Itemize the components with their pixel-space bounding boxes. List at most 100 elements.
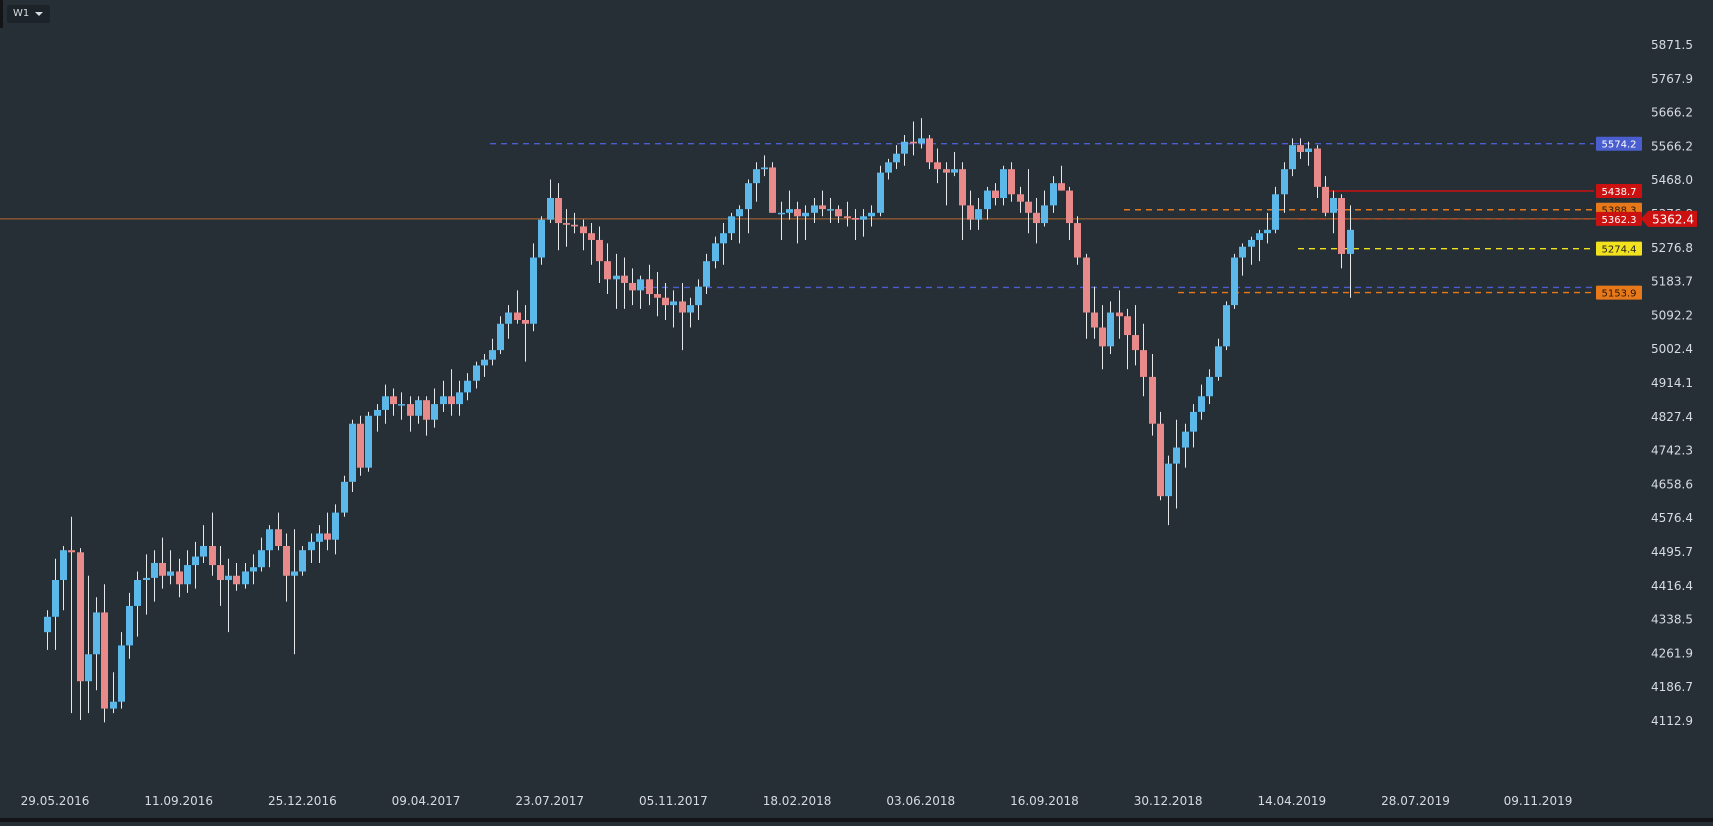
candle-body [200,546,207,557]
candle-body [646,279,653,295]
candle-body [1289,145,1296,170]
candle-body [604,261,611,280]
candle [332,504,339,555]
candle [250,554,257,585]
candle [85,575,92,714]
y-axis-tick-label: 4416.4 [1651,579,1693,593]
candle-body [695,286,702,306]
candle [77,548,84,721]
candle [1297,138,1304,159]
price-level-tag[interactable]: 5153.9 [1596,285,1642,300]
candle-body [101,612,108,709]
candle-body [1050,183,1057,206]
candle-body [530,257,537,324]
candle [440,380,447,412]
x-axis-tick-label: 11.09.2016 [144,794,213,808]
candle [118,632,125,709]
candle [283,533,290,602]
candle-body [868,212,875,217]
candle [1289,138,1296,177]
candle-body [844,216,851,218]
candle [1272,186,1279,234]
candle-body [712,243,719,262]
candle [1008,162,1015,202]
candle-body [901,141,908,154]
candle [233,562,240,591]
chevron-down-icon [35,12,44,16]
candle-body [1149,376,1156,424]
y-axis-tick-label: 4495.7 [1651,545,1693,559]
y-axis[interactable]: 5871.55767.95666.25566.25468.05376.85276… [1651,38,1693,728]
candle-body [398,404,405,406]
candle [547,179,554,224]
price-level-tag[interactable]: 5274.4 [1596,241,1642,256]
candle [192,541,199,589]
x-axis[interactable]: 29.05.2016 11.09.2016 25.12.2016 09.04.2017… [21,794,1573,808]
candle [217,546,224,606]
candle [134,571,141,637]
candle-body [778,212,785,215]
candle-body [1281,169,1288,195]
candle [1107,301,1114,354]
candle-body [1025,201,1032,213]
svg-text:5274.4: 5274.4 [1602,245,1637,256]
timeframe-selector[interactable]: W1 [7,5,51,23]
candle-body [959,169,966,206]
candle [110,672,117,714]
candle [802,205,809,240]
candle [695,279,702,320]
y-axis-tick-label: 5566.2 [1651,139,1693,153]
candle-body [93,612,100,655]
candle [893,145,900,170]
candle-body [852,217,859,220]
candle [1314,145,1321,198]
candle-body [1165,463,1172,497]
candle [1281,162,1288,213]
price-level-tag[interactable]: 5438.7 [1596,184,1642,199]
x-axis-tick-label: 09.04.2017 [392,794,461,808]
candle-body [1314,148,1321,187]
candle [1322,176,1329,217]
x-axis-tick-label: 25.12.2016 [268,794,337,808]
svg-text:5388.3: 5388.3 [1602,206,1637,217]
candle-body [1116,312,1123,317]
candle [1264,212,1271,244]
candle-body [374,409,381,416]
y-axis-tick-label: 4742.3 [1651,444,1693,458]
candle-body [1322,186,1329,213]
candle [934,148,941,184]
candle-body [1124,316,1131,336]
x-axis-tick-label: 16.09.2018 [1010,794,1079,808]
candle [827,197,834,224]
candle-body [975,209,982,220]
candle-body [1066,190,1073,224]
candle [1198,384,1205,420]
candle-body [126,605,133,646]
candle [877,165,884,217]
candle [101,584,108,723]
candle [514,290,521,324]
candle [52,558,59,650]
candle-body [951,169,958,173]
candle [662,282,669,320]
x-axis-tick-label: 29.05.2016 [21,794,90,808]
candle [473,361,480,389]
candle-body [415,400,422,416]
price-levels [0,142,1640,294]
candle-body [299,550,306,572]
candle [778,201,785,240]
price-level-tag[interactable]: 5362.3 [1596,211,1642,226]
candle-body [1248,239,1255,247]
candle-body [885,162,892,173]
y-axis-tick-label: 4186.7 [1651,680,1693,694]
price-level-tag[interactable]: 5574.2 [1596,136,1642,151]
candle-body [1140,350,1147,377]
candle [844,201,851,227]
candle-body [992,190,999,198]
candle [596,226,603,283]
candle [1017,186,1024,213]
candle [736,205,743,244]
